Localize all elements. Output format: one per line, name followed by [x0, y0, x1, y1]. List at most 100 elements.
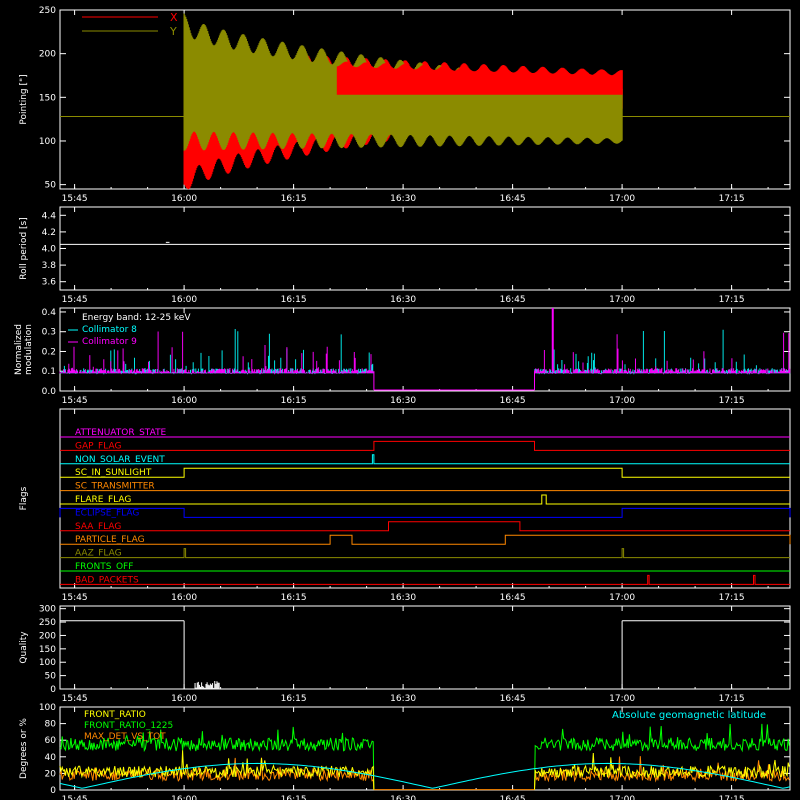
quality-ytick-label: 0: [50, 685, 56, 695]
quality-xtick-label: 16:30: [390, 694, 416, 704]
roll-xtick-label: 17:00: [609, 295, 635, 305]
latitude-xtick-label: 17:00: [609, 795, 635, 800]
quality-ylabel: Quality: [19, 631, 29, 664]
pointing-xtick-label: 16:30: [390, 194, 416, 204]
flag-label: SC_TRANSMITTER: [75, 482, 155, 492]
latitude-legend-label: MAX_DET_VS_TOT: [84, 732, 166, 742]
roll-ytick-label: 4.2: [42, 228, 56, 238]
roll-ylabel: Roll period [s]: [19, 217, 29, 279]
quality-xtick-label: 15:45: [62, 694, 88, 704]
roll-xtick-label: 16:45: [500, 295, 526, 305]
quality-xtick-label: 16:15: [281, 694, 307, 704]
modulation-series-collimator9: [59, 331, 791, 375]
modulation-ytick-label: 0.0: [42, 387, 57, 397]
roll-xtick-label: 15:45: [62, 295, 88, 305]
flag-line: [60, 521, 790, 532]
roll-xtick-label: 17:15: [719, 295, 745, 305]
quality-line: [60, 620, 790, 690]
flag-line: [60, 440, 790, 451]
flag-label: FRONTS_OFF: [75, 562, 133, 572]
modulation-legend-label: Energy band: 12-25 keV: [82, 313, 191, 323]
latitude-xtick-label: 16:00: [171, 795, 197, 800]
modulation-frame: [59, 307, 791, 392]
flags-xtick-label: 17:15: [719, 593, 745, 603]
pointing-legend-label: Y: [169, 25, 177, 38]
latitude-ytick-label: 100: [39, 703, 56, 713]
flag-label: ECLIPSE_FLAG: [75, 508, 139, 518]
flags-xtick-label: 16:30: [390, 593, 416, 603]
roll-ytick-label: 3.8: [42, 261, 57, 271]
panel-flags: 15:45 16:00 16:15 16:30 16:45 17:00 17:15 Flags…: [19, 408, 791, 603]
latitude-curve: [59, 762, 791, 789]
roll-ytick-label: 3.6: [42, 278, 57, 288]
pointing-ytick-label: 150: [39, 93, 56, 103]
flag-label: BAD_PACKETS: [75, 575, 139, 585]
latitude-ytick-label: 60: [45, 736, 57, 746]
latitude-ytick-label: 80: [45, 720, 57, 730]
pointing-xtick-label: 16:00: [171, 194, 197, 204]
latitude-label: Absolute geomagnetic latitude: [612, 710, 766, 721]
pointing-ytick-label: 250: [39, 6, 56, 16]
latitude-legend-label: FRONT_RATIO: [84, 710, 146, 720]
panel-roll: 15:45 16:00 16:15 16:30 16:45 17:00 17:15 3.6 3.…: [19, 206, 791, 305]
latitude-xtick-label: 16:15: [281, 795, 307, 800]
modulation-ytick-label: 0.2: [42, 347, 56, 357]
quality-ytick-label: 150: [39, 645, 56, 655]
flags-xtick-label: 16:15: [281, 593, 307, 603]
pointing-frame: [59, 9, 791, 190]
flags-xtick-label: 16:00: [171, 593, 197, 603]
flag-line: [60, 534, 791, 545]
latitude-xtick-label: 17:15: [719, 795, 745, 800]
panel-latitude: 15:45 16:00 16:15 16:30 16:45 17:00 17:15 0 20 40…: [19, 703, 791, 800]
roll-xtick-label: 16:00: [171, 295, 197, 305]
pointing-ylabel: Pointing ["]: [19, 74, 29, 124]
modulation-xtick-label: 17:15: [719, 396, 745, 406]
quality-ytick-label: 50: [45, 672, 57, 682]
modulation-xtick-label: 16:00: [171, 396, 197, 406]
quality-xtick-label: 17:00: [609, 694, 635, 704]
flag-label: NON_SOLAR_EVENT: [75, 455, 165, 465]
latitude-ytick-label: 20: [45, 769, 57, 779]
latitude-xtick-label: 16:45: [500, 795, 526, 800]
flag-line: [60, 574, 790, 585]
pointing-series-x-overlay: [336, 61, 623, 95]
quality-ytick-label: 100: [39, 658, 56, 668]
modulation-ytick-label: 0.1: [42, 367, 56, 377]
pointing-ytick-label: 200: [39, 50, 56, 60]
modulation-legend-label: Collimator 8: [82, 325, 137, 335]
flag-label: FLARE_FLAG: [75, 495, 131, 505]
flag-line: [60, 548, 790, 559]
quality-xtick-label: 17:15: [719, 694, 745, 704]
flag-label: GAP_FLAG: [75, 441, 121, 451]
quality-ytick-label: 200: [39, 631, 56, 641]
roll-ytick-label: 4.4: [42, 211, 57, 221]
pointing-legend-label: X: [170, 11, 178, 24]
pointing-ytick-label: 50: [45, 181, 57, 191]
quality-noise: [194, 681, 221, 689]
quality-ytick-label: 300: [39, 605, 56, 615]
ratio-series-0: [59, 723, 790, 791]
flags-xtick-label: 17:00: [609, 593, 635, 603]
flags-ylabel: Flags: [19, 486, 29, 510]
flag-line: [60, 467, 790, 478]
flag-label: SC_IN_SUNLIGHT: [75, 468, 152, 478]
quality-xtick-label: 16:00: [171, 694, 197, 704]
panel-pointing: 15:45 16:00 16:15 16:30 16:45 17:00 17:15 50 100…: [19, 6, 791, 204]
modulation-legend-label: Collimator 9: [82, 337, 137, 347]
modulation-ytick-label: 0.4: [42, 308, 57, 318]
flags-xtick-label: 15:45: [62, 593, 88, 603]
roll-ytick-label: 4.0: [42, 245, 57, 255]
latitude-xtick-label: 16:30: [390, 795, 416, 800]
pointing-xtick-label: 16:15: [281, 194, 307, 204]
latitude-ylabel: Degrees or %: [19, 718, 29, 779]
modulation-xtick-label: 16:30: [390, 396, 416, 406]
flag-line: [60, 494, 790, 505]
flag-label: SAA_FLAG: [75, 522, 121, 532]
modulation-xtick-label: 16:15: [281, 396, 307, 406]
pointing-xtick-label: 17:00: [609, 194, 635, 204]
roll-xtick-label: 16:15: [281, 295, 307, 305]
pointing-xtick-label: 16:45: [500, 194, 526, 204]
pointing-series-y: [183, 13, 623, 151]
flags-xtick-label: 16:45: [500, 593, 526, 603]
